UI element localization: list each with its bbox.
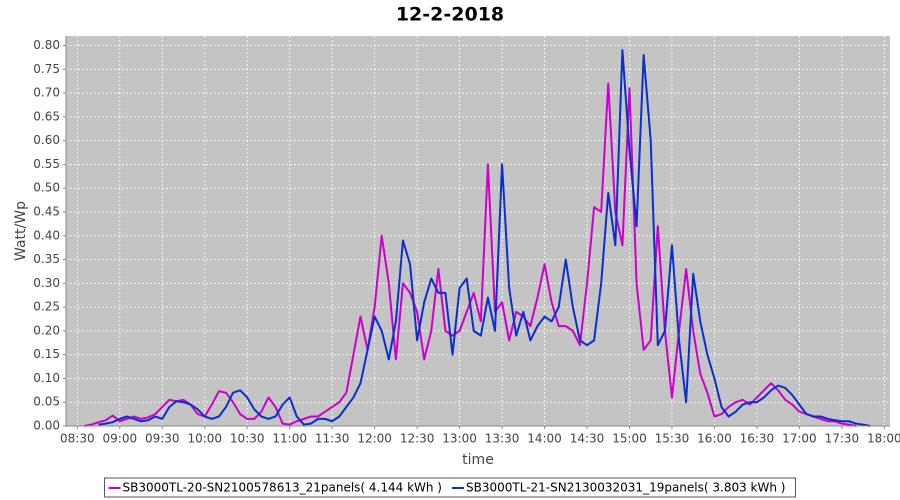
legend xyxy=(104,477,796,498)
x-tick-label: 13:30 xyxy=(485,432,520,446)
x-axis-label: time xyxy=(462,452,494,468)
y-tick-label: 0.10 xyxy=(33,371,60,385)
y-tick-label: 0.70 xyxy=(33,86,60,100)
x-tick-label: 17:30 xyxy=(825,432,860,446)
y-tick-label: 0.45 xyxy=(33,204,60,218)
y-tick-label: 0.30 xyxy=(33,276,60,290)
lines xyxy=(84,49,871,427)
x-tick-label: 13:00 xyxy=(442,432,477,446)
x-tick-label: 15:30 xyxy=(655,432,690,446)
y-tick-label: 0.00 xyxy=(33,419,60,433)
series-line xyxy=(98,49,871,427)
grid xyxy=(66,36,890,427)
x-tick-label: 10:00 xyxy=(187,432,222,446)
y-tick-label: 0.20 xyxy=(33,323,60,337)
x-tick-label: 11:30 xyxy=(315,432,350,446)
y-tick-label: 0.65 xyxy=(33,109,60,123)
x-tick-label: 16:30 xyxy=(740,432,775,446)
y-tick-label: 0.15 xyxy=(33,347,60,361)
x-tick-label: 14:00 xyxy=(527,432,562,446)
x-tick-label: 14:30 xyxy=(570,432,605,446)
legend-label: SB3000TL-21-SN2130032031_19panels( 3.803… xyxy=(466,481,785,495)
y-tick-label: 0.50 xyxy=(33,181,60,195)
x-tick-label: 16:00 xyxy=(697,432,732,446)
x-tick-label: 12:30 xyxy=(400,432,435,446)
x-tick-label: 08:30 xyxy=(60,432,95,446)
x-tick-label: 09:30 xyxy=(145,432,180,446)
y-tick-label: 0.25 xyxy=(33,300,60,314)
y-tick-label: 0.35 xyxy=(33,252,60,266)
x-tick-label: 12:00 xyxy=(357,432,392,446)
x-tick-label: 18:00 xyxy=(867,432,900,446)
x-tick-label: 09:00 xyxy=(103,432,138,446)
y-tick-label: 0.05 xyxy=(33,395,60,409)
y-axis-label: Watt/Wp xyxy=(13,201,29,261)
y-tick-label: 0.40 xyxy=(33,228,60,242)
plot-area xyxy=(66,36,890,426)
y-tick-label: 0.60 xyxy=(33,133,60,147)
y-tick-label: 0.75 xyxy=(33,62,60,76)
x-tick-label: 11:00 xyxy=(272,432,307,446)
y-tick-label: 0.55 xyxy=(33,157,60,171)
x-tick-label: 15:00 xyxy=(612,432,647,446)
chart-title: 12-2-2018 xyxy=(396,4,504,26)
y-tick-label: 0.80 xyxy=(33,38,60,52)
legend-label: SB3000TL-20-SN2100578613_21panels( 4.144… xyxy=(123,481,442,495)
x-tick-label: 10:30 xyxy=(230,432,265,446)
legend-items: SB3000TL-20-SN2100578613_21panels( 4.144… xyxy=(108,481,785,495)
x-tick-label: 17:00 xyxy=(782,432,817,446)
